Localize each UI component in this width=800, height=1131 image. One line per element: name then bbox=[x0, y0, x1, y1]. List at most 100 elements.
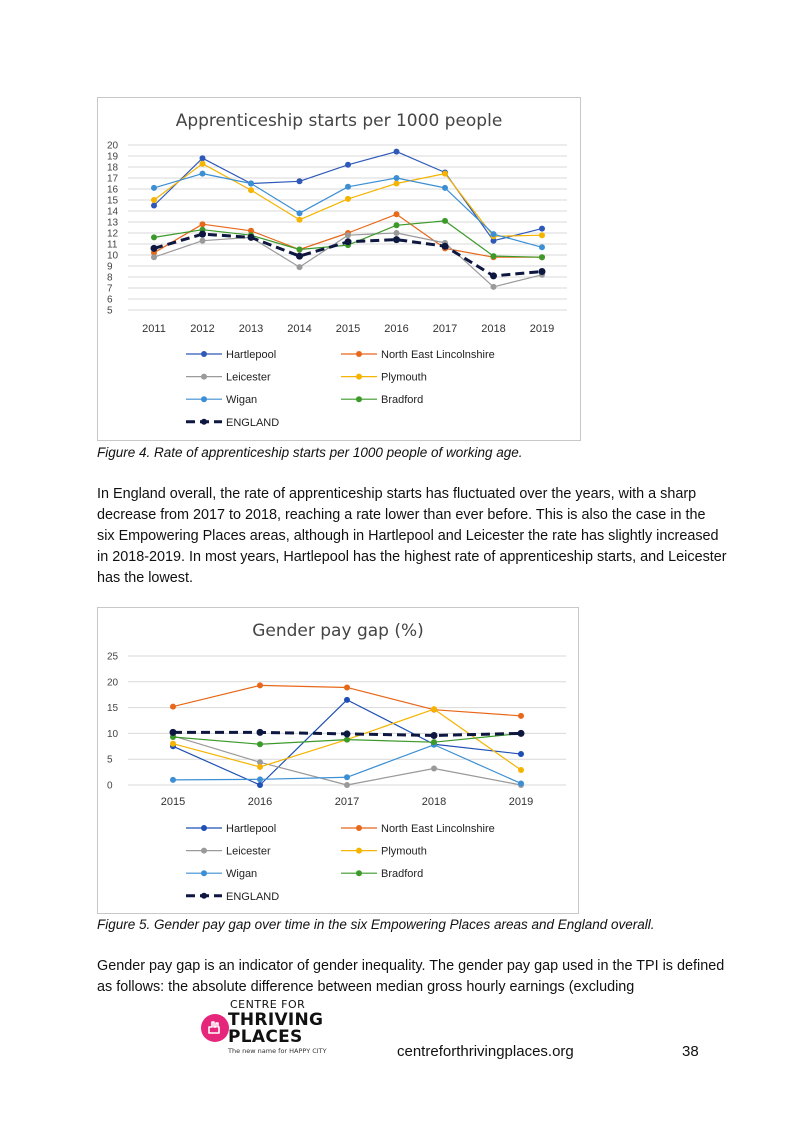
data-point-wigan bbox=[393, 175, 400, 181]
data-point-plymouth bbox=[393, 180, 400, 187]
legend-label-hartlepool: Hartlepool bbox=[226, 823, 276, 835]
data-point-hartlepool bbox=[344, 696, 350, 703]
data-point-england bbox=[169, 728, 177, 736]
data-point-bradford bbox=[151, 234, 157, 241]
data-point-hartlepool bbox=[199, 155, 206, 162]
legend-marker-north-east-lincolnshire bbox=[356, 351, 362, 357]
legend-marker-north-east-lincolnshire bbox=[356, 825, 362, 831]
legend-label-wigan: Wigan bbox=[226, 394, 257, 406]
y-tick-label: 13 bbox=[107, 218, 119, 229]
data-point-north-east-lincolnshire bbox=[344, 684, 350, 691]
y-tick-label: 18 bbox=[107, 163, 119, 174]
data-point-wigan bbox=[248, 180, 254, 187]
data-point-north-east-lincolnshire bbox=[257, 682, 263, 689]
y-tick-label: 9 bbox=[107, 262, 113, 273]
data-point-plymouth bbox=[296, 216, 303, 223]
data-point-england bbox=[393, 236, 400, 244]
legend-label-plymouth: Plymouth bbox=[381, 372, 427, 384]
data-point-plymouth bbox=[431, 706, 437, 713]
legend-marker-leicester bbox=[201, 847, 207, 854]
x-tick-label: 2016 bbox=[384, 323, 408, 335]
y-tick-label: 0 bbox=[107, 781, 113, 792]
legend-marker-bradford bbox=[356, 870, 362, 877]
data-point-hartlepool bbox=[393, 148, 400, 155]
data-point-north-east-lincolnshire bbox=[518, 712, 524, 719]
data-point-north-east-lincolnshire bbox=[248, 227, 254, 234]
y-tick-label: 6 bbox=[107, 295, 113, 306]
x-tick-label: 2019 bbox=[530, 323, 554, 335]
apprenticeship-line-chart: Apprenticeship starts per 1000 people 567… bbox=[107, 111, 567, 429]
data-point-england bbox=[256, 728, 264, 736]
data-point-leicester bbox=[431, 765, 437, 772]
y-tick-label: 20 bbox=[107, 677, 119, 688]
legend-marker-wigan bbox=[201, 870, 207, 877]
data-point-leicester bbox=[490, 283, 497, 290]
legend-marker-plymouth bbox=[356, 373, 362, 380]
figure-4-caption: Figure 4. Rate of apprenticeship starts … bbox=[97, 445, 523, 460]
y-tick-label: 5 bbox=[107, 306, 113, 317]
data-point-hartlepool bbox=[296, 178, 303, 185]
chart-title: Gender pay gap (%) bbox=[252, 621, 424, 641]
figure-5-chart: Gender pay gap (%) 0 5 10 15 20 25 2015 2016 2017… bbox=[97, 607, 579, 914]
x-tick-label: 2015 bbox=[161, 796, 185, 808]
data-point-leicester bbox=[257, 759, 263, 766]
data-point-north-east-lincolnshire bbox=[393, 211, 400, 218]
data-point-england bbox=[517, 729, 525, 737]
data-point-plymouth bbox=[539, 232, 545, 239]
legend-label-england: ENGLAND bbox=[226, 891, 279, 903]
page-number: 38 bbox=[682, 1043, 699, 1060]
y-tick-label: 20 bbox=[107, 141, 119, 152]
y-tick-label: 7 bbox=[107, 284, 113, 295]
data-point-hartlepool bbox=[257, 782, 263, 788]
data-point-plymouth bbox=[442, 170, 448, 177]
data-point-england bbox=[344, 238, 352, 246]
data-point-hartlepool bbox=[151, 202, 157, 209]
legend-label-north-east-lincolnshire: North East Lincolnshire bbox=[381, 349, 495, 361]
x-tick-label: 2019 bbox=[509, 796, 533, 808]
logo-line-3: PLACES bbox=[228, 1027, 303, 1047]
footer-url: centreforthrivingplaces.org bbox=[397, 1043, 574, 1060]
x-tick-label: 2015 bbox=[336, 323, 360, 335]
legend-label-plymouth: Plymouth bbox=[381, 846, 427, 858]
data-point-england bbox=[343, 730, 351, 738]
centre-for-thriving-places-logo: CENTRE FOR THRIVING PLACES The new name … bbox=[198, 998, 338, 1060]
data-point-wigan bbox=[344, 774, 350, 781]
data-point-plymouth bbox=[518, 767, 524, 774]
y-tick-label: 17 bbox=[107, 174, 119, 185]
data-point-bradford bbox=[539, 254, 545, 261]
data-point-bradford bbox=[296, 246, 303, 253]
legend-marker-bradford bbox=[356, 396, 362, 403]
legend-marker-plymouth bbox=[356, 847, 362, 854]
data-point-leicester bbox=[151, 254, 157, 261]
data-point-wigan bbox=[345, 183, 351, 190]
legend-marker-england bbox=[201, 418, 207, 425]
data-point-wigan bbox=[257, 776, 263, 783]
logo-tagline: The new name for HAPPY CITY bbox=[228, 1047, 327, 1055]
data-point-plymouth bbox=[345, 195, 351, 202]
data-point-leicester bbox=[393, 230, 400, 236]
x-tick-label: 2017 bbox=[433, 323, 457, 335]
data-point-england bbox=[296, 252, 303, 260]
data-point-bradford bbox=[442, 217, 448, 224]
data-point-wigan bbox=[170, 776, 176, 783]
data-point-bradford bbox=[490, 253, 497, 260]
data-point-england bbox=[150, 244, 158, 252]
y-tick-label: 5 bbox=[107, 755, 113, 766]
data-point-hartlepool bbox=[518, 751, 524, 758]
data-point-wigan bbox=[539, 244, 545, 251]
y-tick-label: 15 bbox=[107, 703, 119, 714]
y-tick-label: 11 bbox=[107, 240, 118, 251]
chart-title: Apprenticeship starts per 1000 people bbox=[176, 111, 503, 131]
data-point-leicester bbox=[345, 232, 351, 239]
legend-marker-hartlepool bbox=[201, 825, 207, 831]
legend-label-bradford: Bradford bbox=[381, 868, 423, 880]
legend-label-england: ENGLAND bbox=[226, 417, 279, 429]
figure-5-caption: Figure 5. Gender pay gap over time in th… bbox=[97, 917, 655, 932]
data-point-bradford bbox=[431, 739, 437, 746]
data-point-hartlepool bbox=[539, 225, 545, 232]
data-point-plymouth bbox=[257, 763, 263, 770]
data-point-england bbox=[430, 731, 438, 739]
x-tick-label: 2018 bbox=[481, 323, 505, 335]
legend-marker-hartlepool bbox=[201, 351, 207, 357]
data-point-wigan bbox=[199, 170, 206, 177]
